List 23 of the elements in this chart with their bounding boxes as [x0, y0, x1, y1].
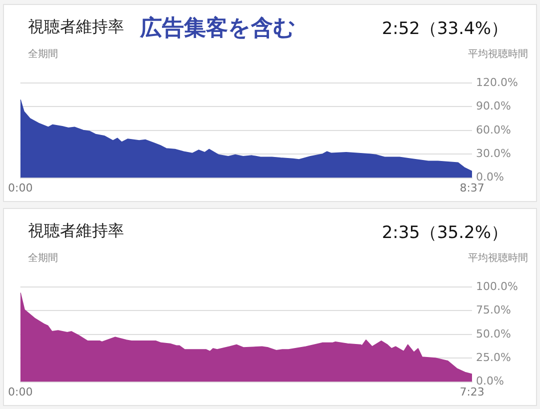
text: 平均視聴時間: [468, 48, 528, 61]
y-tick-label: 0.0%: [476, 374, 504, 388]
y-tick-label: 50.0%: [476, 327, 512, 340]
y-tick-label: 60.0%: [476, 123, 512, 136]
text: 2:35（35.2%）: [382, 222, 508, 244]
x-tick-label: 0:00: [8, 181, 33, 194]
y-tick-label: 0.0%: [476, 170, 504, 184]
text: 平均視聴時間: [468, 252, 528, 265]
y-tick-label: 75.0%: [476, 304, 512, 317]
x-tick-label: 8:37: [460, 181, 484, 194]
y-tick-label: 90.0%: [476, 100, 512, 113]
chart-subtitle: 全期間: [28, 252, 58, 265]
y-tick-label: 100.0%: [476, 280, 518, 293]
x-tick-label: 0:00: [8, 385, 33, 398]
text: 2:52（33.4%）: [382, 18, 508, 40]
x-tick-label: 7:23: [460, 385, 484, 398]
chart-title: 視聴者維持率: [28, 17, 124, 38]
y-tick-label: 120.0%: [476, 76, 518, 89]
y-tick-label: 25.0%: [476, 350, 512, 364]
text: 広告集客を含む: [140, 14, 296, 43]
chart-subtitle: 全期間: [28, 48, 58, 61]
y-tick-label: 30.0%: [476, 146, 512, 160]
chart-title: 視聴者維持率: [28, 221, 124, 242]
